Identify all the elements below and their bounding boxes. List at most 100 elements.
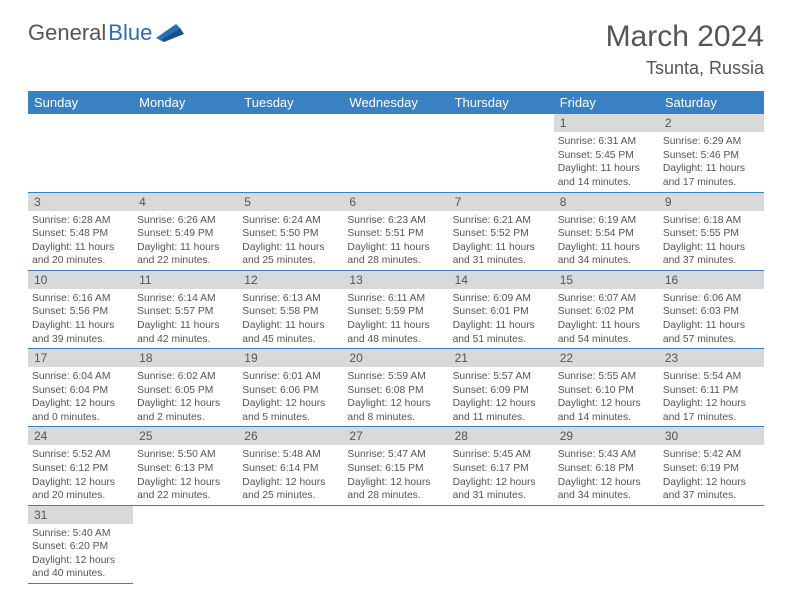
day-number: 18 (133, 349, 238, 367)
sunrise-line: Sunrise: 6:26 AM (137, 214, 234, 228)
daylight-line: Daylight: 12 hours and 31 minutes. (453, 476, 550, 503)
day-number: 8 (554, 193, 659, 211)
sunset-line: Sunset: 6:14 PM (242, 462, 339, 476)
calendar-day-cell: 30Sunrise: 5:42 AMSunset: 6:19 PMDayligh… (659, 427, 764, 505)
day-number: 3 (28, 193, 133, 211)
day-details: Sunrise: 5:50 AMSunset: 6:13 PMDaylight:… (133, 445, 238, 504)
calendar-empty-cell (343, 114, 448, 192)
calendar-day-cell: 31Sunrise: 5:40 AMSunset: 6:20 PMDayligh… (28, 505, 133, 583)
calendar-day-cell: 1Sunrise: 6:31 AMSunset: 5:45 PMDaylight… (554, 114, 659, 192)
sunrise-line: Sunrise: 6:09 AM (453, 292, 550, 306)
day-number: 16 (659, 271, 764, 289)
sunset-line: Sunset: 5:48 PM (32, 227, 129, 241)
calendar-day-cell: 23Sunrise: 5:54 AMSunset: 6:11 PMDayligh… (659, 349, 764, 427)
sunset-line: Sunset: 6:01 PM (453, 305, 550, 319)
sunrise-line: Sunrise: 5:50 AM (137, 448, 234, 462)
day-number: 15 (554, 271, 659, 289)
daylight-line: Daylight: 11 hours and 48 minutes. (347, 319, 444, 346)
sunset-line: Sunset: 6:19 PM (663, 462, 760, 476)
day-details: Sunrise: 5:40 AMSunset: 6:20 PMDaylight:… (28, 524, 133, 583)
day-number: 23 (659, 349, 764, 367)
sunset-line: Sunset: 5:45 PM (558, 149, 655, 163)
day-number: 21 (449, 349, 554, 367)
weekday-header: Saturday (659, 91, 764, 114)
calendar-day-cell: 11Sunrise: 6:14 AMSunset: 5:57 PMDayligh… (133, 270, 238, 348)
day-number: 27 (343, 427, 448, 445)
daylight-line: Daylight: 11 hours and 34 minutes. (558, 241, 655, 268)
sunset-line: Sunset: 5:56 PM (32, 305, 129, 319)
weekday-header: Thursday (449, 91, 554, 114)
day-details: Sunrise: 6:07 AMSunset: 6:02 PMDaylight:… (554, 289, 659, 348)
daylight-line: Daylight: 12 hours and 40 minutes. (32, 554, 129, 581)
calendar-week-row: 10Sunrise: 6:16 AMSunset: 5:56 PMDayligh… (28, 270, 764, 348)
calendar-day-cell: 10Sunrise: 6:16 AMSunset: 5:56 PMDayligh… (28, 270, 133, 348)
day-details: Sunrise: 6:16 AMSunset: 5:56 PMDaylight:… (28, 289, 133, 348)
day-number: 9 (659, 193, 764, 211)
daylight-line: Daylight: 11 hours and 14 minutes. (558, 162, 655, 189)
logo-word2: Blue (108, 20, 152, 46)
calendar-day-cell: 8Sunrise: 6:19 AMSunset: 5:54 PMDaylight… (554, 192, 659, 270)
day-details: Sunrise: 5:57 AMSunset: 6:09 PMDaylight:… (449, 367, 554, 426)
sunset-line: Sunset: 5:54 PM (558, 227, 655, 241)
day-number: 30 (659, 427, 764, 445)
calendar-day-cell: 15Sunrise: 6:07 AMSunset: 6:02 PMDayligh… (554, 270, 659, 348)
day-details: Sunrise: 6:18 AMSunset: 5:55 PMDaylight:… (659, 211, 764, 270)
day-details: Sunrise: 5:45 AMSunset: 6:17 PMDaylight:… (449, 445, 554, 504)
calendar-week-row: 17Sunrise: 6:04 AMSunset: 6:04 PMDayligh… (28, 349, 764, 427)
calendar-day-cell: 26Sunrise: 5:48 AMSunset: 6:14 PMDayligh… (238, 427, 343, 505)
calendar-day-cell: 14Sunrise: 6:09 AMSunset: 6:01 PMDayligh… (449, 270, 554, 348)
daylight-line: Daylight: 11 hours and 17 minutes. (663, 162, 760, 189)
day-details: Sunrise: 5:54 AMSunset: 6:11 PMDaylight:… (659, 367, 764, 426)
daylight-line: Daylight: 11 hours and 25 minutes. (242, 241, 339, 268)
day-details: Sunrise: 6:01 AMSunset: 6:06 PMDaylight:… (238, 367, 343, 426)
sunrise-line: Sunrise: 6:18 AM (663, 214, 760, 228)
day-details: Sunrise: 6:11 AMSunset: 5:59 PMDaylight:… (343, 289, 448, 348)
calendar-week-row: 24Sunrise: 5:52 AMSunset: 6:12 PMDayligh… (28, 427, 764, 505)
day-details: Sunrise: 5:48 AMSunset: 6:14 PMDaylight:… (238, 445, 343, 504)
sunrise-line: Sunrise: 5:59 AM (347, 370, 444, 384)
day-details: Sunrise: 5:43 AMSunset: 6:18 PMDaylight:… (554, 445, 659, 504)
calendar-empty-cell (28, 114, 133, 192)
calendar-day-cell: 21Sunrise: 5:57 AMSunset: 6:09 PMDayligh… (449, 349, 554, 427)
day-details: Sunrise: 6:06 AMSunset: 6:03 PMDaylight:… (659, 289, 764, 348)
calendar-empty-cell (133, 114, 238, 192)
sunrise-line: Sunrise: 6:23 AM (347, 214, 444, 228)
header: GeneralBlue March 2024 Tsunta, Russia (28, 20, 764, 79)
sunset-line: Sunset: 5:51 PM (347, 227, 444, 241)
daylight-line: Daylight: 11 hours and 28 minutes. (347, 241, 444, 268)
sunrise-line: Sunrise: 6:02 AM (137, 370, 234, 384)
sunset-line: Sunset: 6:08 PM (347, 384, 444, 398)
sunset-line: Sunset: 5:46 PM (663, 149, 760, 163)
daylight-line: Daylight: 12 hours and 11 minutes. (453, 397, 550, 424)
sunset-line: Sunset: 5:50 PM (242, 227, 339, 241)
sunset-line: Sunset: 6:13 PM (137, 462, 234, 476)
sunset-line: Sunset: 6:17 PM (453, 462, 550, 476)
sunset-line: Sunset: 5:49 PM (137, 227, 234, 241)
day-details: Sunrise: 5:55 AMSunset: 6:10 PMDaylight:… (554, 367, 659, 426)
day-number: 29 (554, 427, 659, 445)
calendar-empty-cell (659, 505, 764, 583)
sunset-line: Sunset: 5:55 PM (663, 227, 760, 241)
sunrise-line: Sunrise: 5:40 AM (32, 527, 129, 541)
calendar-day-cell: 16Sunrise: 6:06 AMSunset: 6:03 PMDayligh… (659, 270, 764, 348)
day-number: 5 (238, 193, 343, 211)
sunrise-line: Sunrise: 5:52 AM (32, 448, 129, 462)
logo-word1: General (28, 20, 106, 46)
weekday-header: Wednesday (343, 91, 448, 114)
calendar-day-cell: 7Sunrise: 6:21 AMSunset: 5:52 PMDaylight… (449, 192, 554, 270)
sunset-line: Sunset: 6:02 PM (558, 305, 655, 319)
calendar-day-cell: 4Sunrise: 6:26 AMSunset: 5:49 PMDaylight… (133, 192, 238, 270)
sunrise-line: Sunrise: 5:57 AM (453, 370, 550, 384)
logo: GeneralBlue (28, 20, 184, 46)
weekday-header: Tuesday (238, 91, 343, 114)
sunset-line: Sunset: 6:20 PM (32, 540, 129, 554)
sunset-line: Sunset: 5:57 PM (137, 305, 234, 319)
sunrise-line: Sunrise: 6:16 AM (32, 292, 129, 306)
calendar-empty-cell (238, 505, 343, 583)
sunset-line: Sunset: 5:52 PM (453, 227, 550, 241)
day-details: Sunrise: 6:19 AMSunset: 5:54 PMDaylight:… (554, 211, 659, 270)
day-number: 6 (343, 193, 448, 211)
day-details: Sunrise: 5:52 AMSunset: 6:12 PMDaylight:… (28, 445, 133, 504)
sunrise-line: Sunrise: 6:14 AM (137, 292, 234, 306)
calendar-body: 1Sunrise: 6:31 AMSunset: 5:45 PMDaylight… (28, 114, 764, 584)
